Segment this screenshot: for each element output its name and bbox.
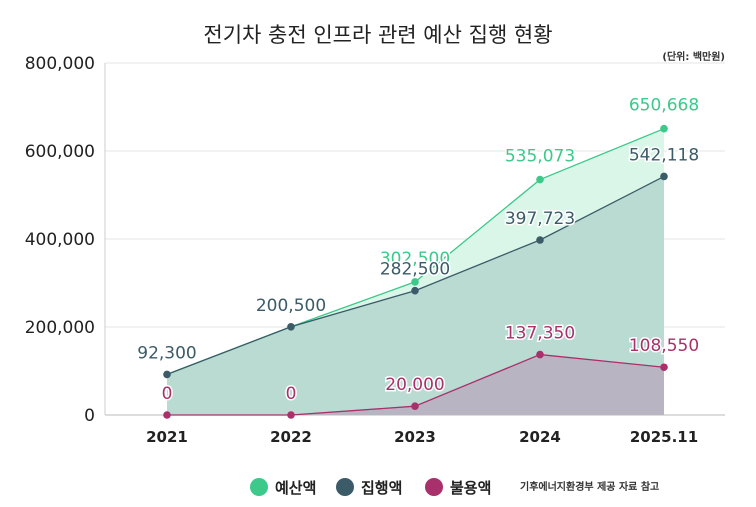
point-불용액 bbox=[163, 411, 171, 419]
y-tick-label: 0 bbox=[84, 406, 95, 426]
legend-marker-예산액 bbox=[250, 478, 268, 496]
x-axis: 2021 2022 2023 2024 2025.11 bbox=[146, 428, 698, 446]
source-note: 기후에너지환경부 제공 자료 참고 bbox=[520, 480, 659, 493]
legend-marker-불용액 bbox=[425, 478, 443, 496]
y-tick-label: 800,000 bbox=[25, 54, 95, 74]
point-불용액 bbox=[660, 363, 668, 372]
legend-label-불용액: 불용액 bbox=[450, 479, 491, 497]
data-label-집행액: 542,118 bbox=[629, 145, 699, 165]
data-label-예산액: 535,073 bbox=[505, 147, 575, 167]
data-label-집행액: 282,500 bbox=[380, 260, 450, 280]
point-예산액 bbox=[536, 175, 544, 184]
legend-label-집행액: 집행액 bbox=[361, 479, 402, 497]
area-불용액 bbox=[167, 354, 664, 415]
data-label-불용액: 137,350 bbox=[505, 324, 575, 344]
x-tick-label: 2025.11 bbox=[630, 428, 698, 446]
chart-title: 전기차 충전 인프라 관련 예산 집행 현황 bbox=[203, 23, 552, 47]
x-tick-label: 2021 bbox=[146, 428, 188, 446]
point-집행액 bbox=[536, 236, 544, 244]
data-label-불용액: 0 bbox=[286, 384, 297, 404]
point-예산액 bbox=[411, 278, 419, 286]
point-집행액 bbox=[287, 322, 295, 331]
data-label-집행액: 92,300 bbox=[137, 343, 196, 363]
y-tick-label: 200,000 bbox=[25, 318, 95, 338]
data-label-불용액: 108,550 bbox=[629, 336, 699, 356]
legend-label-예산액: 예산액 bbox=[275, 479, 316, 497]
y-tick-label: 600,000 bbox=[25, 142, 95, 162]
data-labels: 302,500 535,073 650,668 92,300 200,500 282,50… bbox=[136, 94, 701, 405]
data-label-불용액: 20,000 bbox=[385, 375, 444, 395]
unit-note: (단위: 백만원) bbox=[662, 50, 725, 63]
x-tick-label: 2023 bbox=[394, 428, 436, 446]
data-label-불용액: 0 bbox=[162, 384, 173, 404]
point-불용액 bbox=[287, 411, 295, 419]
legend: 예산액 집행액 불용액 bbox=[250, 478, 491, 497]
y-tick-label: 400,000 bbox=[25, 230, 95, 250]
data-label-집행액: 397,723 bbox=[505, 209, 575, 229]
data-label-예산액: 650,668 bbox=[629, 96, 699, 116]
data-points bbox=[163, 124, 668, 419]
data-label-집행액: 200,500 bbox=[256, 296, 326, 316]
point-집행액 bbox=[163, 370, 171, 379]
x-tick-label: 2022 bbox=[270, 428, 312, 446]
point-집행액 bbox=[411, 286, 419, 295]
data-label-예산액: 302,500 bbox=[380, 249, 450, 269]
point-예산액 bbox=[660, 124, 668, 133]
x-tick-label: 2024 bbox=[519, 428, 561, 446]
point-불용액 bbox=[536, 350, 544, 359]
legend-marker-집행액 bbox=[336, 478, 354, 496]
y-axis: 0 200,000 400,000 600,000 800,000 bbox=[25, 54, 106, 426]
point-집행액 bbox=[660, 172, 668, 181]
point-불용액 bbox=[411, 402, 419, 411]
